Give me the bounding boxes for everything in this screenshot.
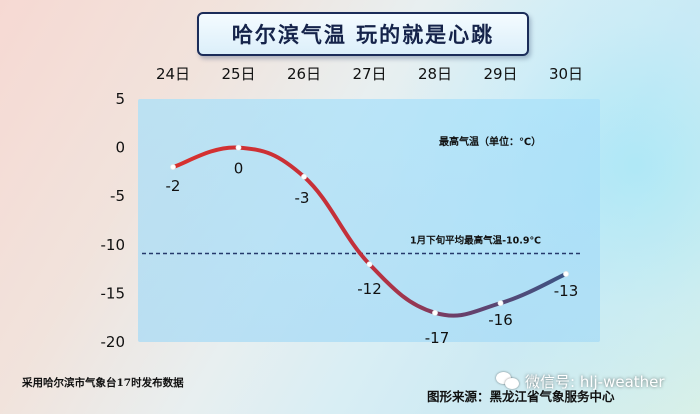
x-tick-label: 29日: [483, 65, 517, 83]
data-label: -12: [357, 280, 382, 298]
x-tick-label: 28日: [418, 65, 452, 83]
chart-title: 哈尔滨气温 玩的就是心跳: [231, 22, 495, 47]
y-tick-label: -10: [101, 236, 126, 254]
data-point: [170, 164, 176, 170]
data-point: [235, 144, 242, 151]
data-point: [301, 173, 307, 180]
y-tick-label: -15: [101, 284, 126, 302]
y-tick-label: -20: [101, 333, 126, 351]
labels-group: -2 0 -3 -12 -17 -16 -13: [166, 160, 579, 347]
series-group: [170, 144, 569, 318]
x-tick-label: 30日: [549, 65, 583, 83]
y-tick-label: 0: [115, 139, 125, 157]
x-tick-label: 27日: [352, 65, 386, 83]
watermark: 微信号: hlj-weather: [496, 370, 665, 392]
x-tick-label: 24日: [156, 65, 190, 83]
data-label: -17: [425, 329, 450, 347]
credit: 图形来源：黑龙江省气象服务中心: [427, 389, 615, 404]
x-tick-label: 26日: [287, 65, 321, 83]
data-label: -2: [166, 177, 181, 195]
data-label: -3: [295, 189, 310, 207]
series-label: 最高气温（单位：℃）: [439, 135, 541, 148]
data-label: -13: [554, 282, 579, 300]
watermark-text: 微信号: hlj-weather: [525, 372, 665, 391]
y-tick-label: 5: [115, 90, 125, 108]
data-label: 0: [234, 160, 244, 178]
x-tick-label: 25日: [221, 65, 255, 83]
data-point: [563, 271, 569, 277]
wechat-icon: [496, 370, 520, 392]
y-tick-label: -5: [110, 187, 125, 205]
source-note: 采用哈尔滨市气象台17时发布数据: [22, 377, 184, 389]
reference-label: 1月下旬平均最高气温-10.9℃: [410, 235, 541, 247]
title-banner: 哈尔滨气温 玩的就是心跳: [197, 12, 529, 56]
data-point: [497, 300, 504, 307]
data-point: [366, 261, 373, 268]
data-point: [432, 309, 438, 316]
plot-panel: [138, 99, 600, 342]
data-label: -16: [488, 311, 513, 329]
